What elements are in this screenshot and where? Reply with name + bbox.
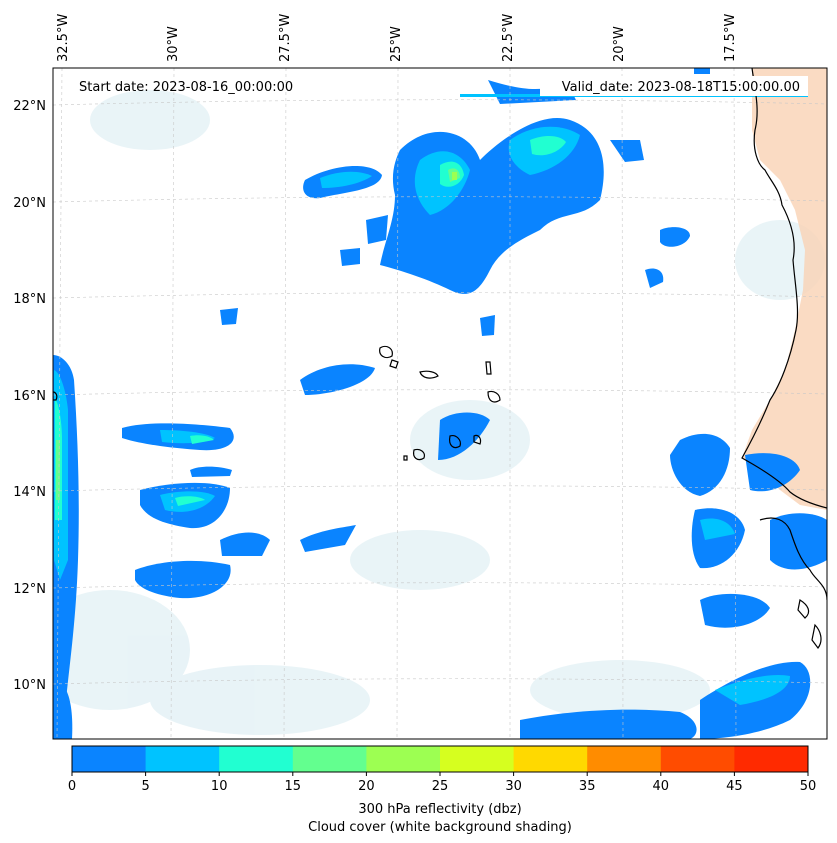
- lat-label: 16°N: [13, 389, 46, 404]
- lon-label: 22.5°W: [501, 14, 516, 62]
- lat-label: 12°N: [13, 582, 46, 597]
- colorbar-segment: [366, 746, 441, 772]
- lat-label: 22°N: [13, 99, 46, 114]
- colorbar-label-1: 300 hPa reflectivity (dbz): [358, 802, 521, 817]
- lon-label: 25°W: [389, 26, 404, 62]
- colorbar-segment: [440, 746, 515, 772]
- colorbar: [71, 745, 809, 773]
- colorbar-segment: [513, 746, 588, 772]
- lat-label: 18°N: [13, 292, 46, 307]
- colorbar-tick-label: 35: [579, 779, 596, 794]
- lon-label: 20°W: [612, 26, 627, 62]
- colorbar-tick-label: 40: [653, 779, 670, 794]
- colorbar-segment: [292, 746, 367, 772]
- lon-label: 32.5°W: [56, 14, 71, 62]
- colorbar-tick-label: 30: [505, 779, 522, 794]
- colorbar-tick-label: 20: [358, 779, 375, 794]
- colorbar-label-2: Cloud cover (white background shading): [308, 820, 572, 835]
- lat-label: 14°N: [13, 485, 46, 500]
- start-date-label: Start date: 2023-08-16_00:00:00: [79, 80, 293, 95]
- map-plot-area: [53, 68, 827, 739]
- colorbar-segment: [72, 746, 147, 772]
- lat-label: 10°N: [13, 678, 46, 693]
- lon-label: 27.5°W: [278, 14, 293, 62]
- colorbar-tick-label: 0: [68, 779, 76, 794]
- lon-label: 30°W: [166, 26, 181, 62]
- cloud-cover-shading: [53, 90, 825, 735]
- longitude-labels: 32.5°W 30°W 27.5°W 25°W 22.5°W 20°W 17.5…: [56, 14, 738, 62]
- colorbar-tick-label: 5: [141, 779, 149, 794]
- colorbar-tick-label: 50: [800, 779, 817, 794]
- colorbar-tick-label: 15: [285, 779, 302, 794]
- map-frame: [52, 67, 828, 740]
- colorbar-segment: [145, 746, 220, 772]
- latitude-labels: 22°N 20°N 18°N 16°N 14°N 12°N 10°N: [13, 99, 46, 693]
- colorbar-tick-label: 10: [211, 779, 228, 794]
- colorbar-ticks: 0 5 10 15 20 25 30 35 40 45 50: [68, 772, 816, 794]
- reflectivity-contours: [53, 68, 827, 739]
- colorbar-segment: [587, 746, 662, 772]
- valid-date-label: Valid_date: 2023-08-18T15:00:00.00: [562, 80, 800, 95]
- colorbar-segment: [660, 746, 735, 772]
- lat-label: 20°N: [13, 196, 46, 211]
- coastlines: [53, 68, 827, 650]
- land-shading-africa: [742, 68, 827, 510]
- colorbar-segment: [734, 746, 809, 772]
- colorbar-tick-label: 25: [432, 779, 449, 794]
- graticule: [53, 68, 827, 739]
- colorbar-segment: [219, 746, 294, 772]
- colorbar-tick-label: 45: [726, 779, 743, 794]
- lon-label: 17.5°W: [723, 14, 738, 62]
- valid-date-box: [540, 76, 808, 96]
